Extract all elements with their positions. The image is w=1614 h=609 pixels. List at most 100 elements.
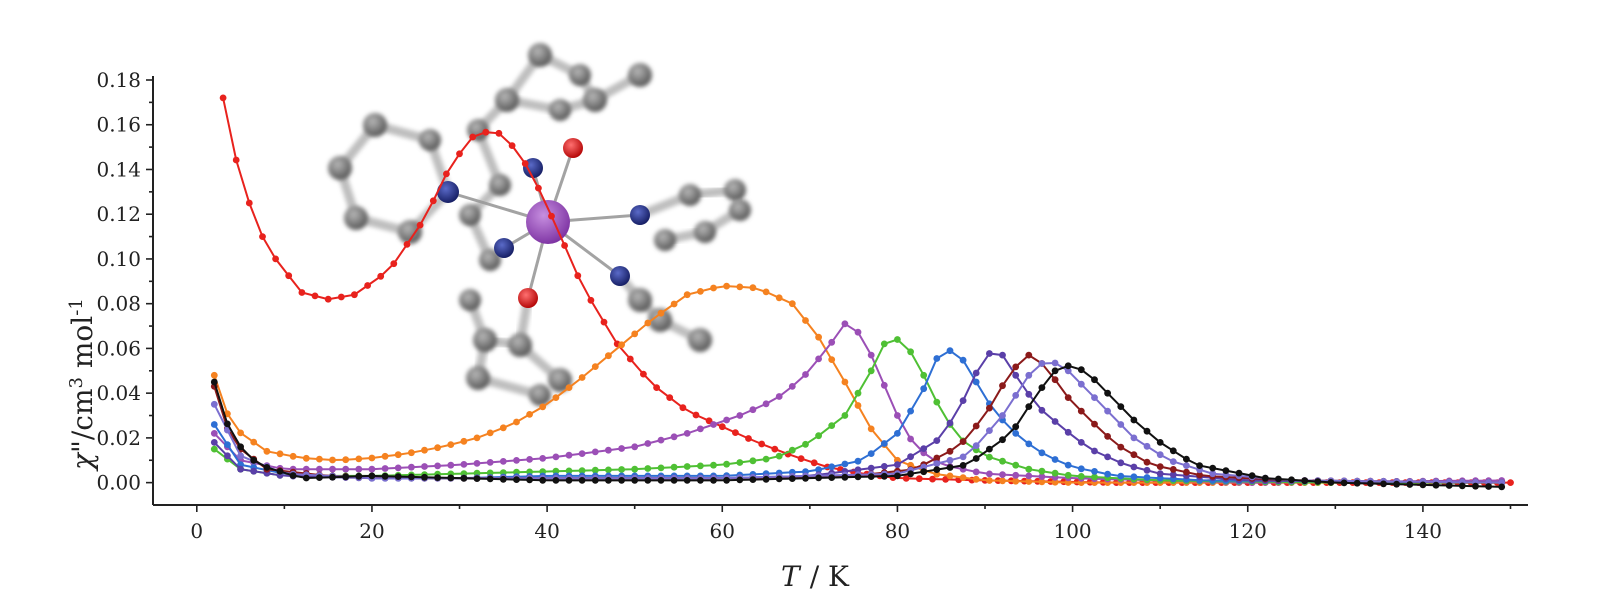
data-point [539,455,547,462]
data-point [421,446,428,454]
data-point [1104,470,1111,478]
data-point [342,465,350,473]
data-point [1117,472,1125,480]
y-axis-label-part: "/cm [66,388,99,453]
data-point [631,465,639,473]
data-point [1419,481,1427,489]
data-point [1183,462,1190,469]
data-point [1012,430,1020,437]
y-tick-label: 0.04 [96,381,141,405]
data-point [626,355,634,363]
data-point [986,427,993,434]
data-point [1406,481,1414,488]
data-point [263,447,271,455]
data-point [802,317,809,324]
x-tick-label: 40 [534,519,559,543]
data-point [946,472,954,480]
y-axis-symbol: χ [66,451,99,472]
data-point [867,464,875,472]
data-point [342,473,350,481]
data-point [508,142,516,150]
data-point [736,459,744,466]
data-point [815,432,822,440]
data-point [1235,469,1243,477]
data-point [692,411,700,419]
data-point [1077,366,1085,374]
y-tick-label: 0.18 [96,68,141,92]
data-point [591,466,599,474]
axes: 0.00 0.02 0.04 0.06 0.08 0.10 0.12 0.14 0.16 0.18… [96,68,1528,543]
data-point [972,468,980,476]
data-point [854,473,862,481]
data-point [552,467,560,475]
data-point [1156,470,1164,478]
data-point [298,289,306,296]
data-point [368,454,376,462]
data-point [329,465,336,473]
y-tick-label: 0.16 [96,113,141,137]
data-point [377,272,385,280]
data-point [337,293,345,301]
data-point [670,463,678,471]
data-point [670,477,678,484]
data-point [788,383,796,390]
data-point [1183,455,1190,463]
y-axis-label-mol: mol [66,316,99,377]
data-point [1091,420,1098,428]
data-point [482,128,490,136]
data-point [408,449,415,457]
data-point [880,472,888,480]
series-6 [210,350,1506,486]
data-point [1077,473,1085,480]
data-point [644,440,652,447]
data-point [447,474,455,482]
data-point [565,384,573,391]
data-point [1248,472,1256,479]
data-point [894,461,901,469]
data-point [775,475,783,483]
data-point [1143,466,1151,474]
data-point [1143,442,1151,450]
data-point [828,356,836,363]
data-point [224,441,231,448]
data-point [732,429,739,436]
data-point [854,466,862,474]
data-point [867,450,875,457]
data-point [867,473,875,480]
data-point [815,355,822,363]
data-point [946,347,954,355]
x-tick-label: 20 [359,519,384,543]
data-point [828,422,836,429]
data-point [1012,363,1020,371]
data-point [1288,476,1295,484]
data-point [618,341,625,349]
data-point [210,430,218,437]
data-point [762,455,770,463]
data-point [302,474,310,482]
data-point [710,461,717,469]
data-point [1117,459,1125,467]
data-point [443,170,450,178]
data-point [902,475,910,482]
data-point [1314,478,1322,485]
data-point [1064,461,1072,469]
data-point [1064,394,1072,401]
data-point [933,355,941,362]
data-point [574,272,582,280]
data-point [539,476,547,484]
data-point [1038,360,1046,367]
data-point [880,463,888,470]
data-point [907,453,914,461]
data-point [933,460,941,467]
data-point [644,477,652,484]
series-2 [210,282,1506,486]
data-point [416,221,424,229]
data-point [245,199,253,207]
data-point [561,242,568,249]
data-point [1064,428,1072,436]
data-point [1012,423,1020,431]
y-tick-label: 0.06 [96,336,141,360]
data-point [250,467,258,475]
data-point [368,465,376,473]
data-point [749,406,757,414]
